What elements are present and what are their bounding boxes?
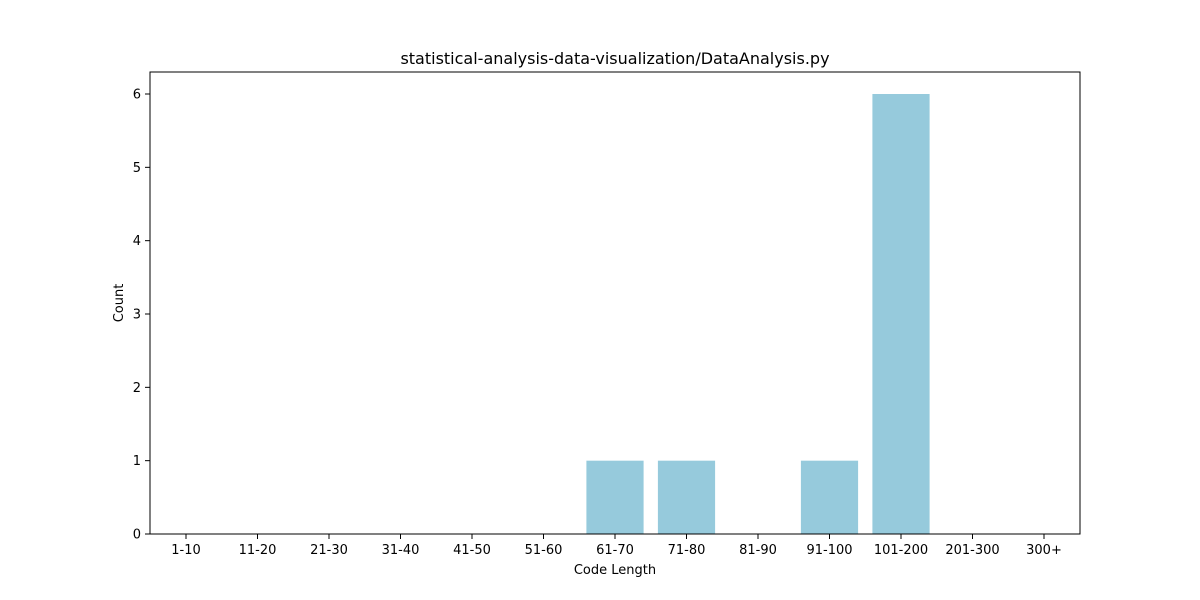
y-tick-label: 5 bbox=[133, 161, 141, 176]
x-tick-label: 1-10 bbox=[171, 543, 201, 558]
x-tick-label: 101-200 bbox=[874, 543, 928, 558]
y-tick-label: 6 bbox=[133, 88, 141, 103]
x-tick-label: 51-60 bbox=[525, 543, 563, 558]
bar-91-100 bbox=[800, 460, 859, 534]
x-tick-label: 300+ bbox=[1026, 543, 1062, 558]
bars-group bbox=[586, 94, 930, 534]
x-tick-label: 31-40 bbox=[382, 543, 420, 558]
bar-61-70 bbox=[586, 460, 644, 534]
x-axis-label: Code Length bbox=[574, 563, 656, 578]
x-tick-label: 21-30 bbox=[310, 543, 348, 558]
y-tick-label: 3 bbox=[133, 308, 141, 323]
y-tick-label: 1 bbox=[133, 454, 141, 469]
y-axis-label: Count bbox=[112, 284, 127, 323]
x-tick-label: 81-90 bbox=[739, 543, 777, 558]
bar-71-80 bbox=[657, 460, 716, 534]
x-tick-label: 71-80 bbox=[668, 543, 706, 558]
bar-101-200 bbox=[872, 94, 930, 534]
y-axis: 0 1 2 3 4 5 6 bbox=[133, 88, 150, 543]
x-axis: 1-10 11-20 21-30 31-40 41-50 51-60 61-70 71-80 8… bbox=[171, 534, 1062, 558]
x-tick-label: 201-300 bbox=[945, 543, 999, 558]
y-tick-label: 0 bbox=[133, 528, 141, 543]
chart-title: statistical-analysis-data-visualization/… bbox=[400, 49, 829, 68]
x-tick-label: 11-20 bbox=[239, 543, 277, 558]
y-tick-label: 4 bbox=[133, 234, 141, 249]
y-tick-label: 2 bbox=[133, 381, 141, 396]
x-tick-label: 41-50 bbox=[453, 543, 491, 558]
x-tick-label: 91-100 bbox=[806, 543, 852, 558]
x-tick-label: 61-70 bbox=[596, 543, 634, 558]
